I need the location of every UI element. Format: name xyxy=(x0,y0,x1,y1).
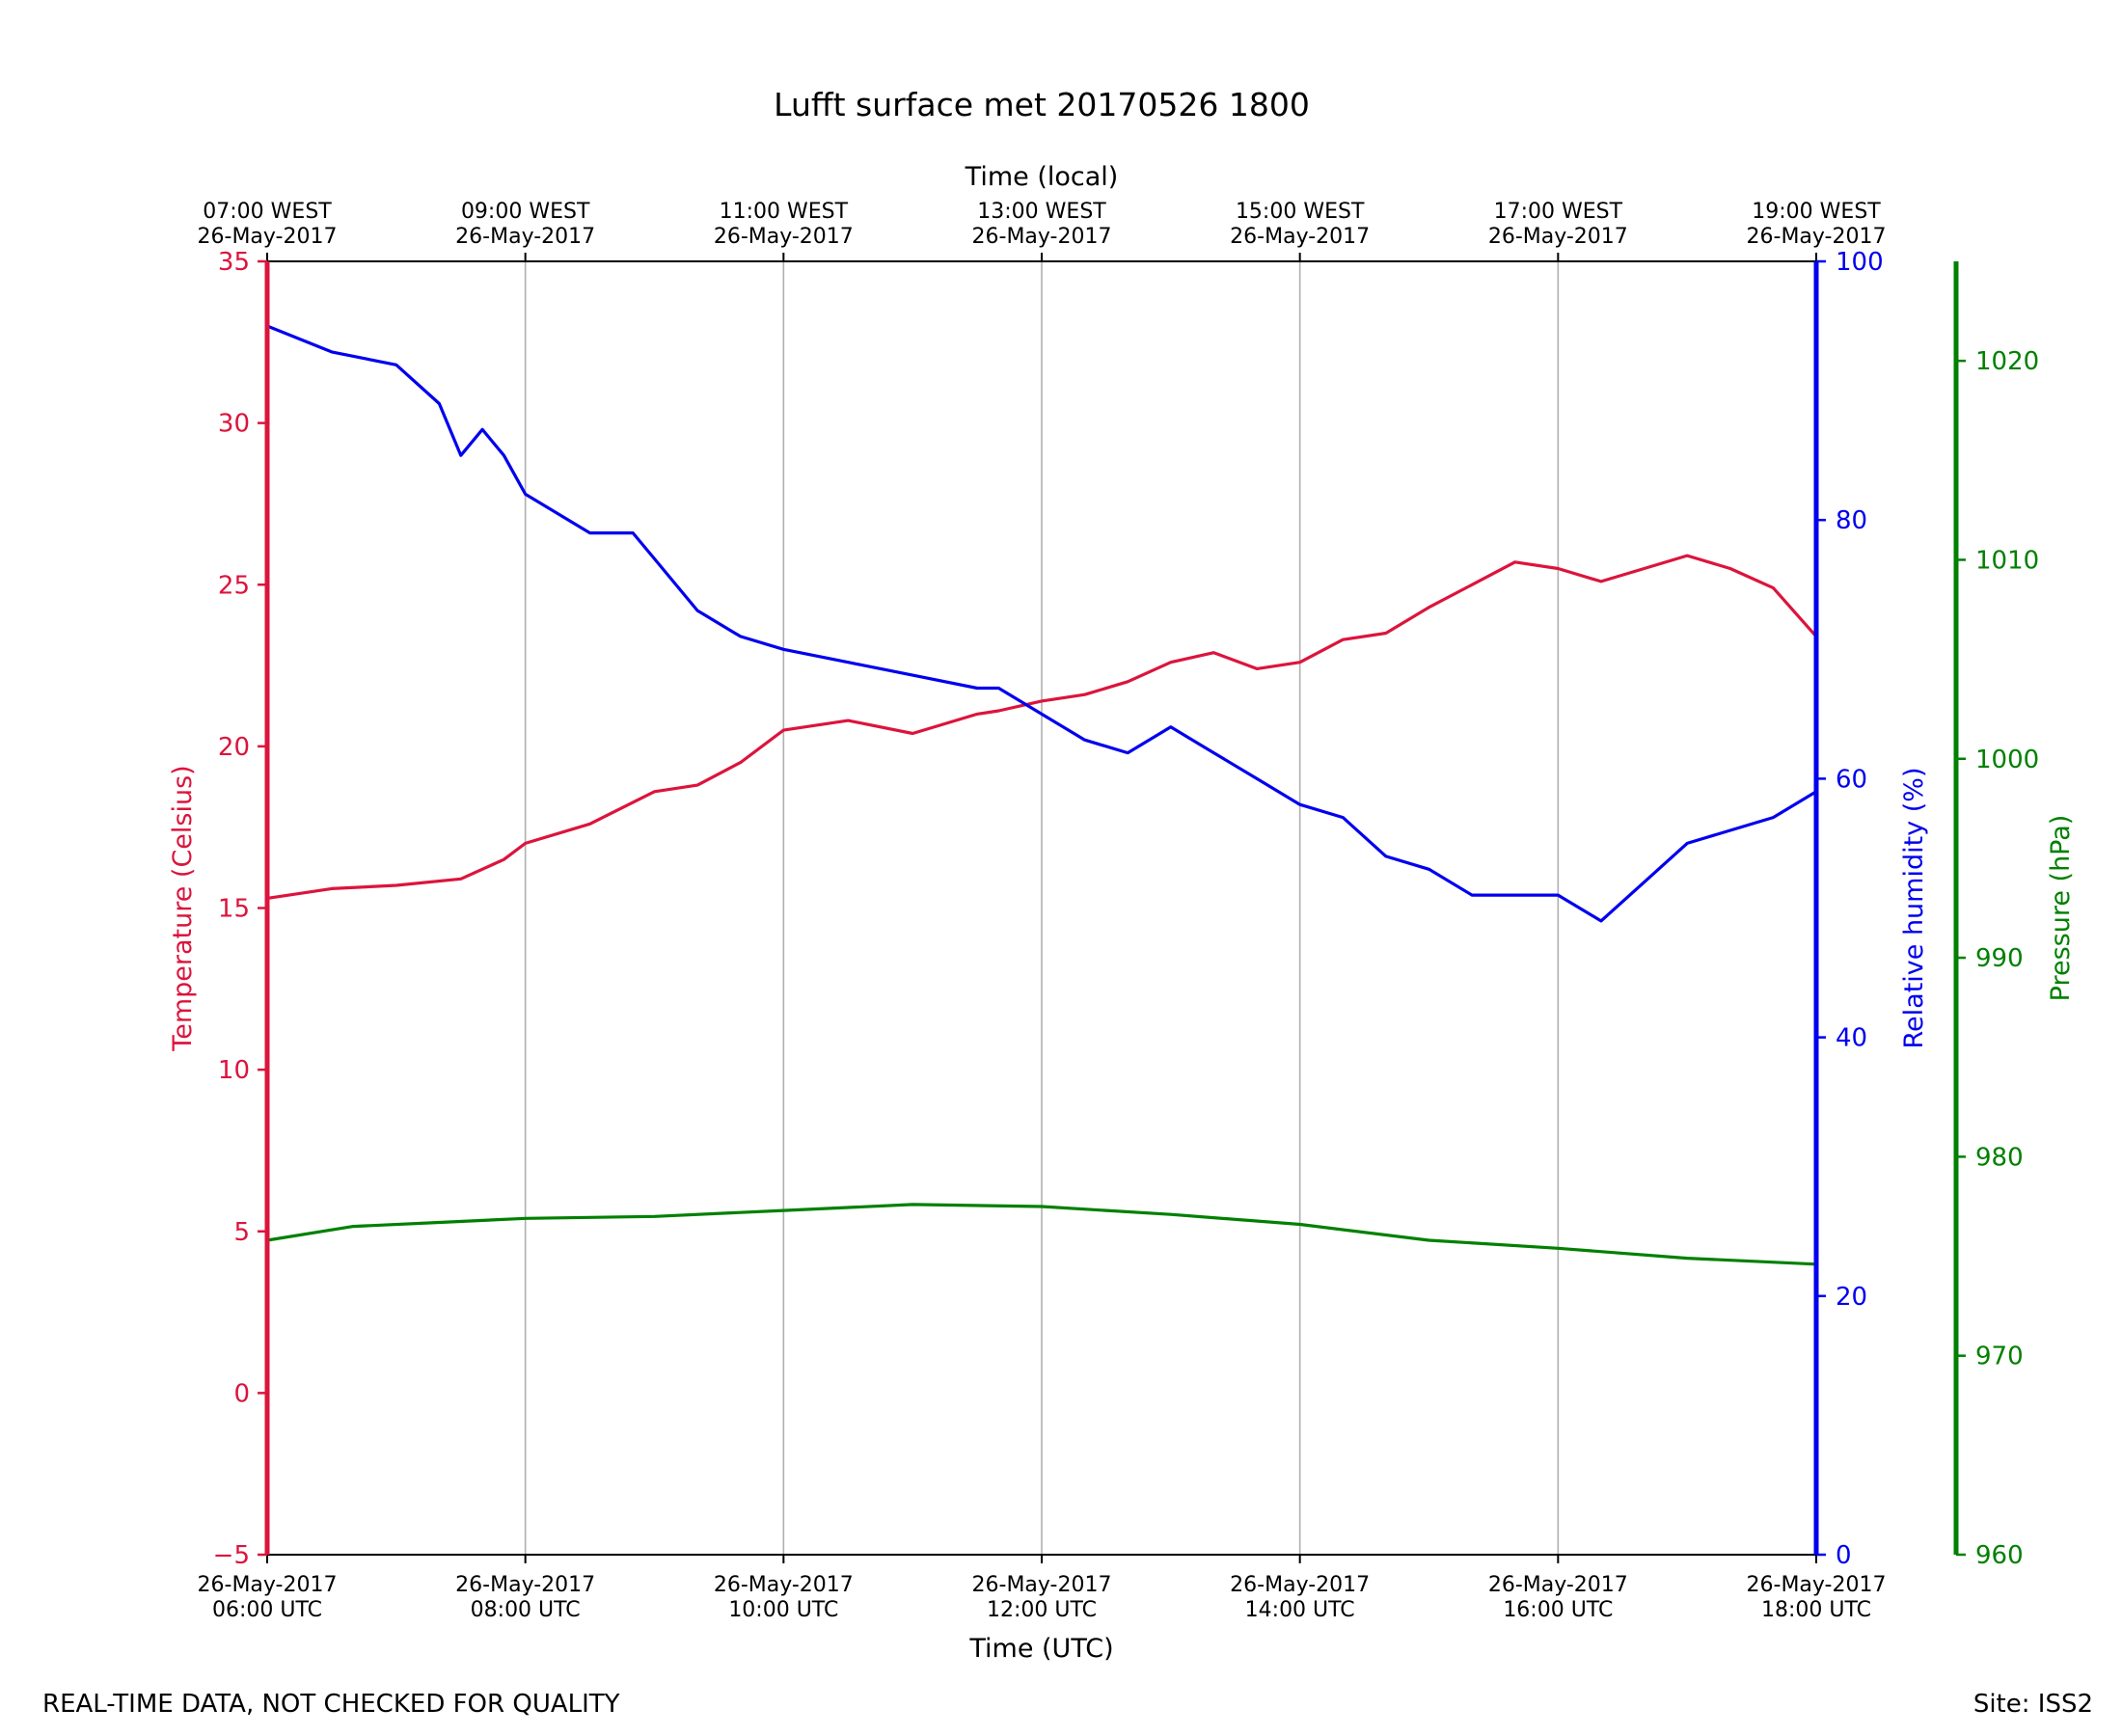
x-tick-label: 18:00 UTC xyxy=(1761,1598,1871,1622)
x2-tick-label: 26-May-2017 xyxy=(1747,225,1887,249)
humidity-tick-label: 80 xyxy=(1836,506,1867,535)
pressure-tick-label: 1010 xyxy=(1975,546,2039,575)
pressure-tick-label: 990 xyxy=(1975,944,2024,973)
temperature-tick-label: 0 xyxy=(233,1379,250,1408)
temperature-tick-label: 10 xyxy=(218,1056,250,1085)
humidity-series-line xyxy=(266,324,1817,923)
x-axis-label: Time (UTC) xyxy=(968,1634,1113,1664)
chart-title: Lufft surface met 20170526 1800 xyxy=(774,86,1310,123)
temperature-tick-label: 35 xyxy=(218,248,250,277)
x-tick-label: 08:00 UTC xyxy=(471,1598,581,1622)
x-tick-label: 12:00 UTC xyxy=(987,1598,1097,1622)
x-tick-label: 06:00 UTC xyxy=(212,1598,322,1622)
x-tick-label: 26-May-2017 xyxy=(972,1573,1112,1597)
temperature-tick-label: 5 xyxy=(233,1218,250,1247)
x-tick-label: 26-May-2017 xyxy=(714,1573,854,1597)
temperature-tick-label: 25 xyxy=(218,571,250,600)
temperature-axis-label: Temperature (Celsius) xyxy=(168,765,198,1051)
x-tick-label: 14:00 UTC xyxy=(1245,1598,1355,1622)
x2-tick-label: 26-May-2017 xyxy=(972,225,1112,249)
x-tick-label: 26-May-2017 xyxy=(455,1573,595,1597)
x2-tick-label: 26-May-2017 xyxy=(714,225,854,249)
x2-tick-label: 13:00 WEST xyxy=(977,200,1106,224)
x2-tick-label: 07:00 WEST xyxy=(203,200,332,224)
temperature-tick-label: 20 xyxy=(218,733,250,762)
x2-tick-label: 11:00 WEST xyxy=(720,200,849,224)
humidity-tick-label: 0 xyxy=(1836,1541,1852,1570)
x2-tick-label: 17:00 WEST xyxy=(1494,200,1623,224)
x2-tick-label: 26-May-2017 xyxy=(198,225,338,249)
site-label: Site: ISS2 xyxy=(1972,1690,2093,1719)
x2-tick-label: 26-May-2017 xyxy=(455,225,595,249)
x2-tick-label: 26-May-2017 xyxy=(1488,225,1628,249)
x-tick-label: 10:00 UTC xyxy=(728,1598,838,1622)
temperature-series-line xyxy=(266,554,1818,900)
x2-tick-label: 15:00 WEST xyxy=(1236,200,1365,224)
x-tick-label: 26-May-2017 xyxy=(198,1573,338,1597)
pressure-tick-label: 1000 xyxy=(1975,746,2039,774)
x2-tick-label: 26-May-2017 xyxy=(1230,225,1370,249)
x-tick-label: 16:00 UTC xyxy=(1503,1598,1613,1622)
humidity-axis-label: Relative humidity (%) xyxy=(1899,767,1929,1048)
pressure-axis-label: Pressure (hPa) xyxy=(2046,815,2076,1002)
pressure-tick-label: 1020 xyxy=(1975,347,2039,376)
x2-tick-label: 19:00 WEST xyxy=(1752,200,1881,224)
temperature-tick-label: 30 xyxy=(218,410,250,439)
pressure-tick-label: 960 xyxy=(1975,1541,2024,1570)
pressure-series-line xyxy=(266,1203,1817,1266)
pressure-tick-label: 980 xyxy=(1975,1143,2024,1172)
humidity-tick-label: 20 xyxy=(1836,1283,1867,1312)
temperature-tick-label: 15 xyxy=(218,895,250,924)
x2-axis-label: Time (local) xyxy=(965,162,1119,192)
pressure-tick-label: 970 xyxy=(1975,1343,2024,1371)
quality-disclaimer: REAL-TIME DATA, NOT CHECKED FOR QUALITY xyxy=(42,1690,620,1719)
humidity-tick-label: 40 xyxy=(1836,1024,1867,1053)
humidity-tick-label: 60 xyxy=(1836,765,1867,794)
axes xyxy=(258,253,1966,1563)
x-tick-label: 26-May-2017 xyxy=(1747,1573,1887,1597)
temperature-tick-label: −5 xyxy=(213,1541,250,1570)
x-tick-label: 26-May-2017 xyxy=(1230,1573,1370,1597)
grid-lines xyxy=(524,261,1560,1555)
x-tick-label: 26-May-2017 xyxy=(1488,1573,1628,1597)
x2-tick-label: 09:00 WEST xyxy=(461,200,590,224)
humidity-tick-label: 100 xyxy=(1836,248,1884,277)
series-layer xyxy=(266,324,1818,1266)
